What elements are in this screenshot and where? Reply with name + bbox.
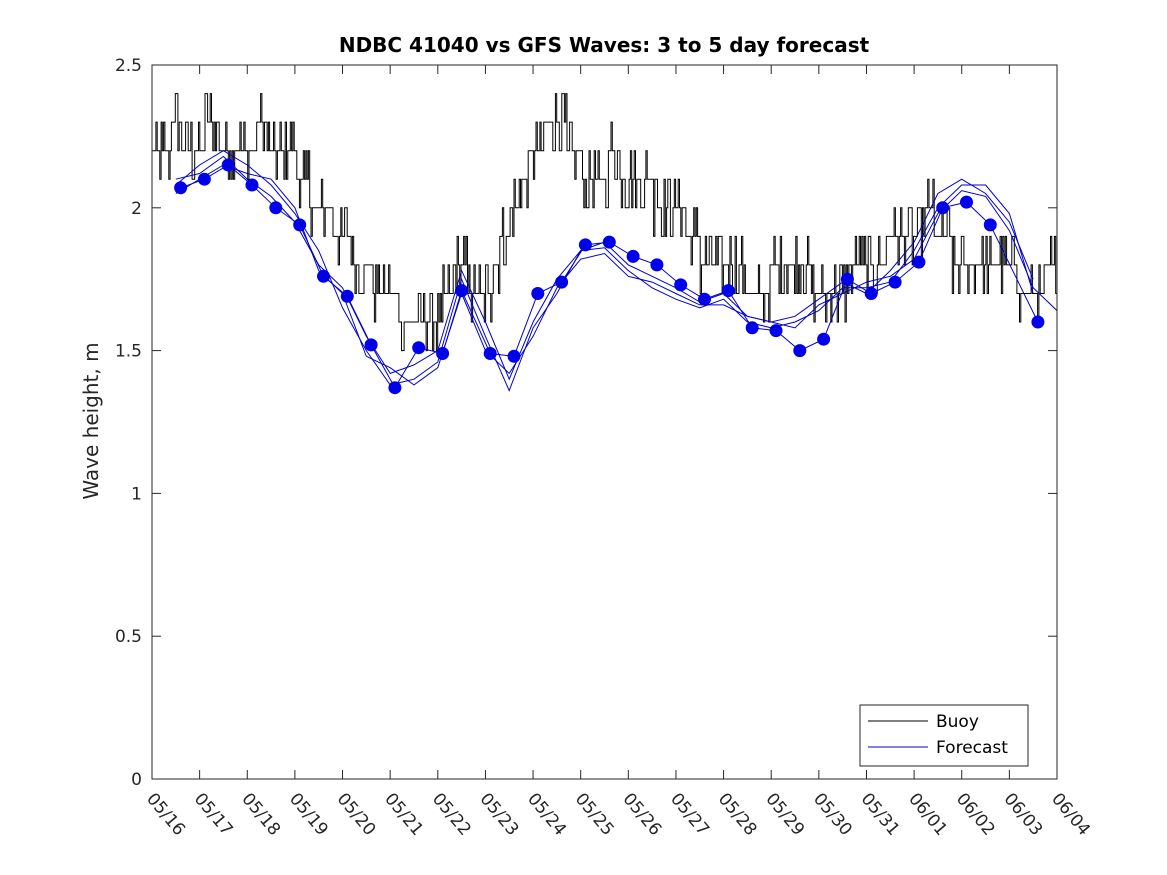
- forecast-point: [912, 255, 926, 269]
- forecast-point: [269, 201, 283, 215]
- forecast-point: [888, 275, 902, 289]
- forecast-point: [245, 178, 259, 192]
- legend: Buoy Forecast: [859, 704, 1029, 767]
- y-tick-label: 0.5: [115, 627, 142, 647]
- forecast-point: [745, 321, 759, 335]
- forecast-point: [769, 324, 783, 338]
- y-tick-label: 1.5: [115, 342, 142, 362]
- forecast-point: [1031, 315, 1045, 329]
- y-tick-label: 2: [131, 199, 142, 219]
- forecast-point: [698, 292, 711, 306]
- series-line-2: [175, 155, 1034, 381]
- forecast-point: [840, 272, 854, 286]
- series-line-0: [152, 93, 1057, 352]
- plot-frame: [151, 64, 1058, 780]
- forecast-point: [793, 344, 807, 358]
- forecast-point: [340, 289, 354, 303]
- y-tick-label: 2.5: [115, 56, 142, 76]
- forecast-point: [531, 287, 545, 300]
- forecast-point: [817, 332, 831, 346]
- series-layer: [152, 93, 1057, 395]
- y-axis-label: Wave height, m: [79, 342, 103, 499]
- forecast-point: [602, 235, 616, 249]
- y-tick-label: 1: [131, 484, 142, 504]
- legend-label-buoy: Buoy: [936, 712, 979, 732]
- forecast-point: [197, 172, 211, 186]
- series-line-4: [175, 164, 1057, 386]
- forecast-point: [412, 341, 426, 355]
- series-line-3: [175, 150, 1034, 392]
- forecast-point: [936, 201, 950, 215]
- forecast-point: [174, 181, 188, 195]
- forecast-point: [650, 258, 664, 272]
- forecast-point: [674, 278, 688, 292]
- forecast-point: [864, 287, 878, 300]
- y-tick-label: 0: [131, 770, 142, 790]
- forecast-point: [626, 249, 640, 263]
- forecast-point: [364, 338, 378, 352]
- legend-label-forecast: Forecast: [936, 738, 1008, 758]
- forecast-point: [483, 347, 497, 360]
- legend-box: [859, 704, 1029, 767]
- forecast-point: [983, 218, 997, 232]
- forecast-point: [721, 284, 735, 298]
- plot-area: [152, 93, 1057, 395]
- forecast-point: [317, 269, 330, 283]
- forecast-point: [960, 195, 973, 209]
- chart-title: NDBC 41040 vs GFS Waves: 3 to 5 day fore…: [339, 33, 870, 57]
